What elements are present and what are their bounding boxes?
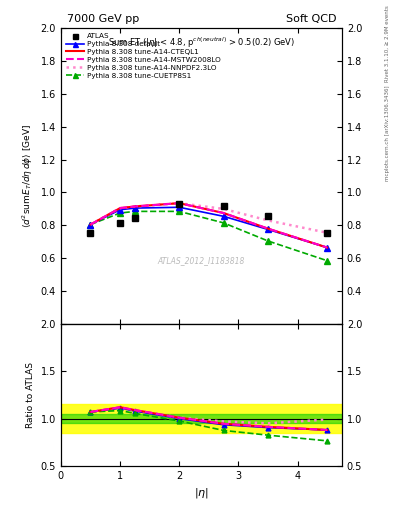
ATLAS (88, 230, 93, 236)
Line: Pythia 8.308 tune-A14-CTEQL1: Pythia 8.308 tune-A14-CTEQL1 (90, 203, 327, 247)
Pythia 8.308 tune-A14-MSTW2008LO (132, 203, 137, 209)
Pythia 8.308 default (177, 204, 182, 210)
Legend: ATLAS, Pythia 8.308 default, Pythia 8.308 tune-A14-CTEQL1, Pythia 8.308 tune-A14: ATLAS, Pythia 8.308 default, Pythia 8.30… (64, 32, 222, 80)
Y-axis label: Ratio to ATLAS: Ratio to ATLAS (26, 362, 35, 428)
Pythia 8.308 default (118, 207, 123, 213)
ATLAS (221, 203, 226, 209)
Pythia 8.308 tune-A14-NNPDF2.3LO (177, 200, 182, 206)
Line: Pythia 8.308 default: Pythia 8.308 default (88, 204, 330, 250)
Pythia 8.308 tune-A14-MSTW2008LO (118, 205, 123, 211)
Pythia 8.308 default (325, 244, 329, 250)
ATLAS (177, 201, 182, 207)
Pythia 8.308 tune-A14-NNPDF2.3LO (325, 230, 329, 236)
Line: ATLAS: ATLAS (88, 201, 330, 236)
Pythia 8.308 tune-CUETP8S1 (221, 220, 226, 226)
Pythia 8.308 default (88, 222, 93, 228)
Pythia 8.308 default (266, 226, 270, 232)
Pythia 8.308 tune-A14-CTEQL1 (118, 205, 123, 211)
Text: 7000 GeV pp: 7000 GeV pp (66, 14, 139, 24)
X-axis label: $|\eta|$: $|\eta|$ (194, 486, 209, 500)
Line: Pythia 8.308 tune-CUETP8S1: Pythia 8.308 tune-CUETP8S1 (88, 208, 330, 264)
ATLAS (266, 213, 270, 219)
Pythia 8.308 tune-CUETP8S1 (177, 208, 182, 215)
Pythia 8.308 tune-A14-CTEQL1 (221, 210, 226, 216)
Pythia 8.308 default (221, 213, 226, 219)
Pythia 8.308 tune-A14-NNPDF2.3LO (88, 222, 93, 228)
Pythia 8.308 tune-A14-MSTW2008LO (177, 200, 182, 206)
Text: mcplots.cern.ch [arXiv:1306.3436]: mcplots.cern.ch [arXiv:1306.3436] (385, 86, 390, 181)
Line: Pythia 8.308 tune-A14-MSTW2008LO: Pythia 8.308 tune-A14-MSTW2008LO (90, 203, 327, 247)
Pythia 8.308 tune-A14-CTEQL1 (177, 200, 182, 206)
Pythia 8.308 tune-A14-NNPDF2.3LO (118, 205, 123, 211)
Y-axis label: $\langle d^2$sum$E_T / d\eta\, d\phi\rangle$ [GeV]: $\langle d^2$sum$E_T / d\eta\, d\phi\ran… (21, 124, 35, 228)
Pythia 8.308 tune-CUETP8S1 (132, 208, 137, 215)
Pythia 8.308 tune-CUETP8S1 (325, 258, 329, 264)
Pythia 8.308 tune-A14-NNPDF2.3LO (221, 206, 226, 212)
Text: ATLAS_2012_I1183818: ATLAS_2012_I1183818 (158, 256, 245, 265)
Text: Soft QCD: Soft QCD (286, 14, 336, 24)
Pythia 8.308 tune-A14-CTEQL1 (325, 244, 329, 250)
Bar (61, 404, 342, 433)
ATLAS (118, 220, 123, 226)
Text: Sum ET ($|\eta|$ < 4.8, p$^{ch(neutral)}$ > 0.5(0.2) GeV): Sum ET ($|\eta|$ < 4.8, p$^{ch(neutral)}… (108, 35, 295, 50)
Line: Pythia 8.308 tune-A14-NNPDF2.3LO: Pythia 8.308 tune-A14-NNPDF2.3LO (90, 203, 327, 233)
ATLAS (132, 215, 137, 221)
Pythia 8.308 tune-A14-CTEQL1 (266, 226, 270, 232)
Pythia 8.308 tune-CUETP8S1 (266, 238, 270, 244)
Pythia 8.308 tune-A14-MSTW2008LO (221, 210, 226, 216)
ATLAS (325, 230, 329, 236)
Text: Rivet 3.1.10, ≥ 2.9M events: Rivet 3.1.10, ≥ 2.9M events (385, 5, 390, 82)
Bar (61, 414, 342, 423)
Pythia 8.308 tune-A14-CTEQL1 (88, 222, 93, 228)
Pythia 8.308 default (132, 205, 137, 211)
Pythia 8.308 tune-A14-NNPDF2.3LO (266, 218, 270, 224)
Pythia 8.308 tune-CUETP8S1 (118, 210, 123, 216)
Pythia 8.308 tune-A14-MSTW2008LO (266, 226, 270, 232)
Pythia 8.308 tune-A14-NNPDF2.3LO (132, 203, 137, 209)
Pythia 8.308 tune-A14-CTEQL1 (132, 203, 137, 209)
Pythia 8.308 tune-CUETP8S1 (88, 222, 93, 228)
Pythia 8.308 tune-A14-MSTW2008LO (325, 244, 329, 250)
Pythia 8.308 tune-A14-MSTW2008LO (88, 222, 93, 228)
